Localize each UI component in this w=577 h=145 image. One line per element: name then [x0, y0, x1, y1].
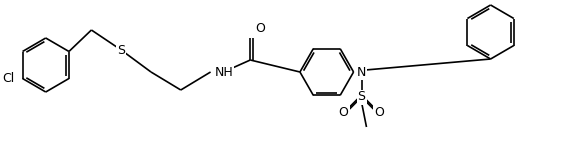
Text: N: N [357, 66, 366, 78]
Text: O: O [255, 22, 265, 35]
Text: O: O [339, 106, 349, 118]
Text: NH: NH [215, 66, 233, 78]
Text: O: O [374, 106, 384, 118]
Text: S: S [358, 90, 365, 104]
Text: Cl: Cl [2, 72, 14, 85]
Text: S: S [117, 44, 125, 57]
